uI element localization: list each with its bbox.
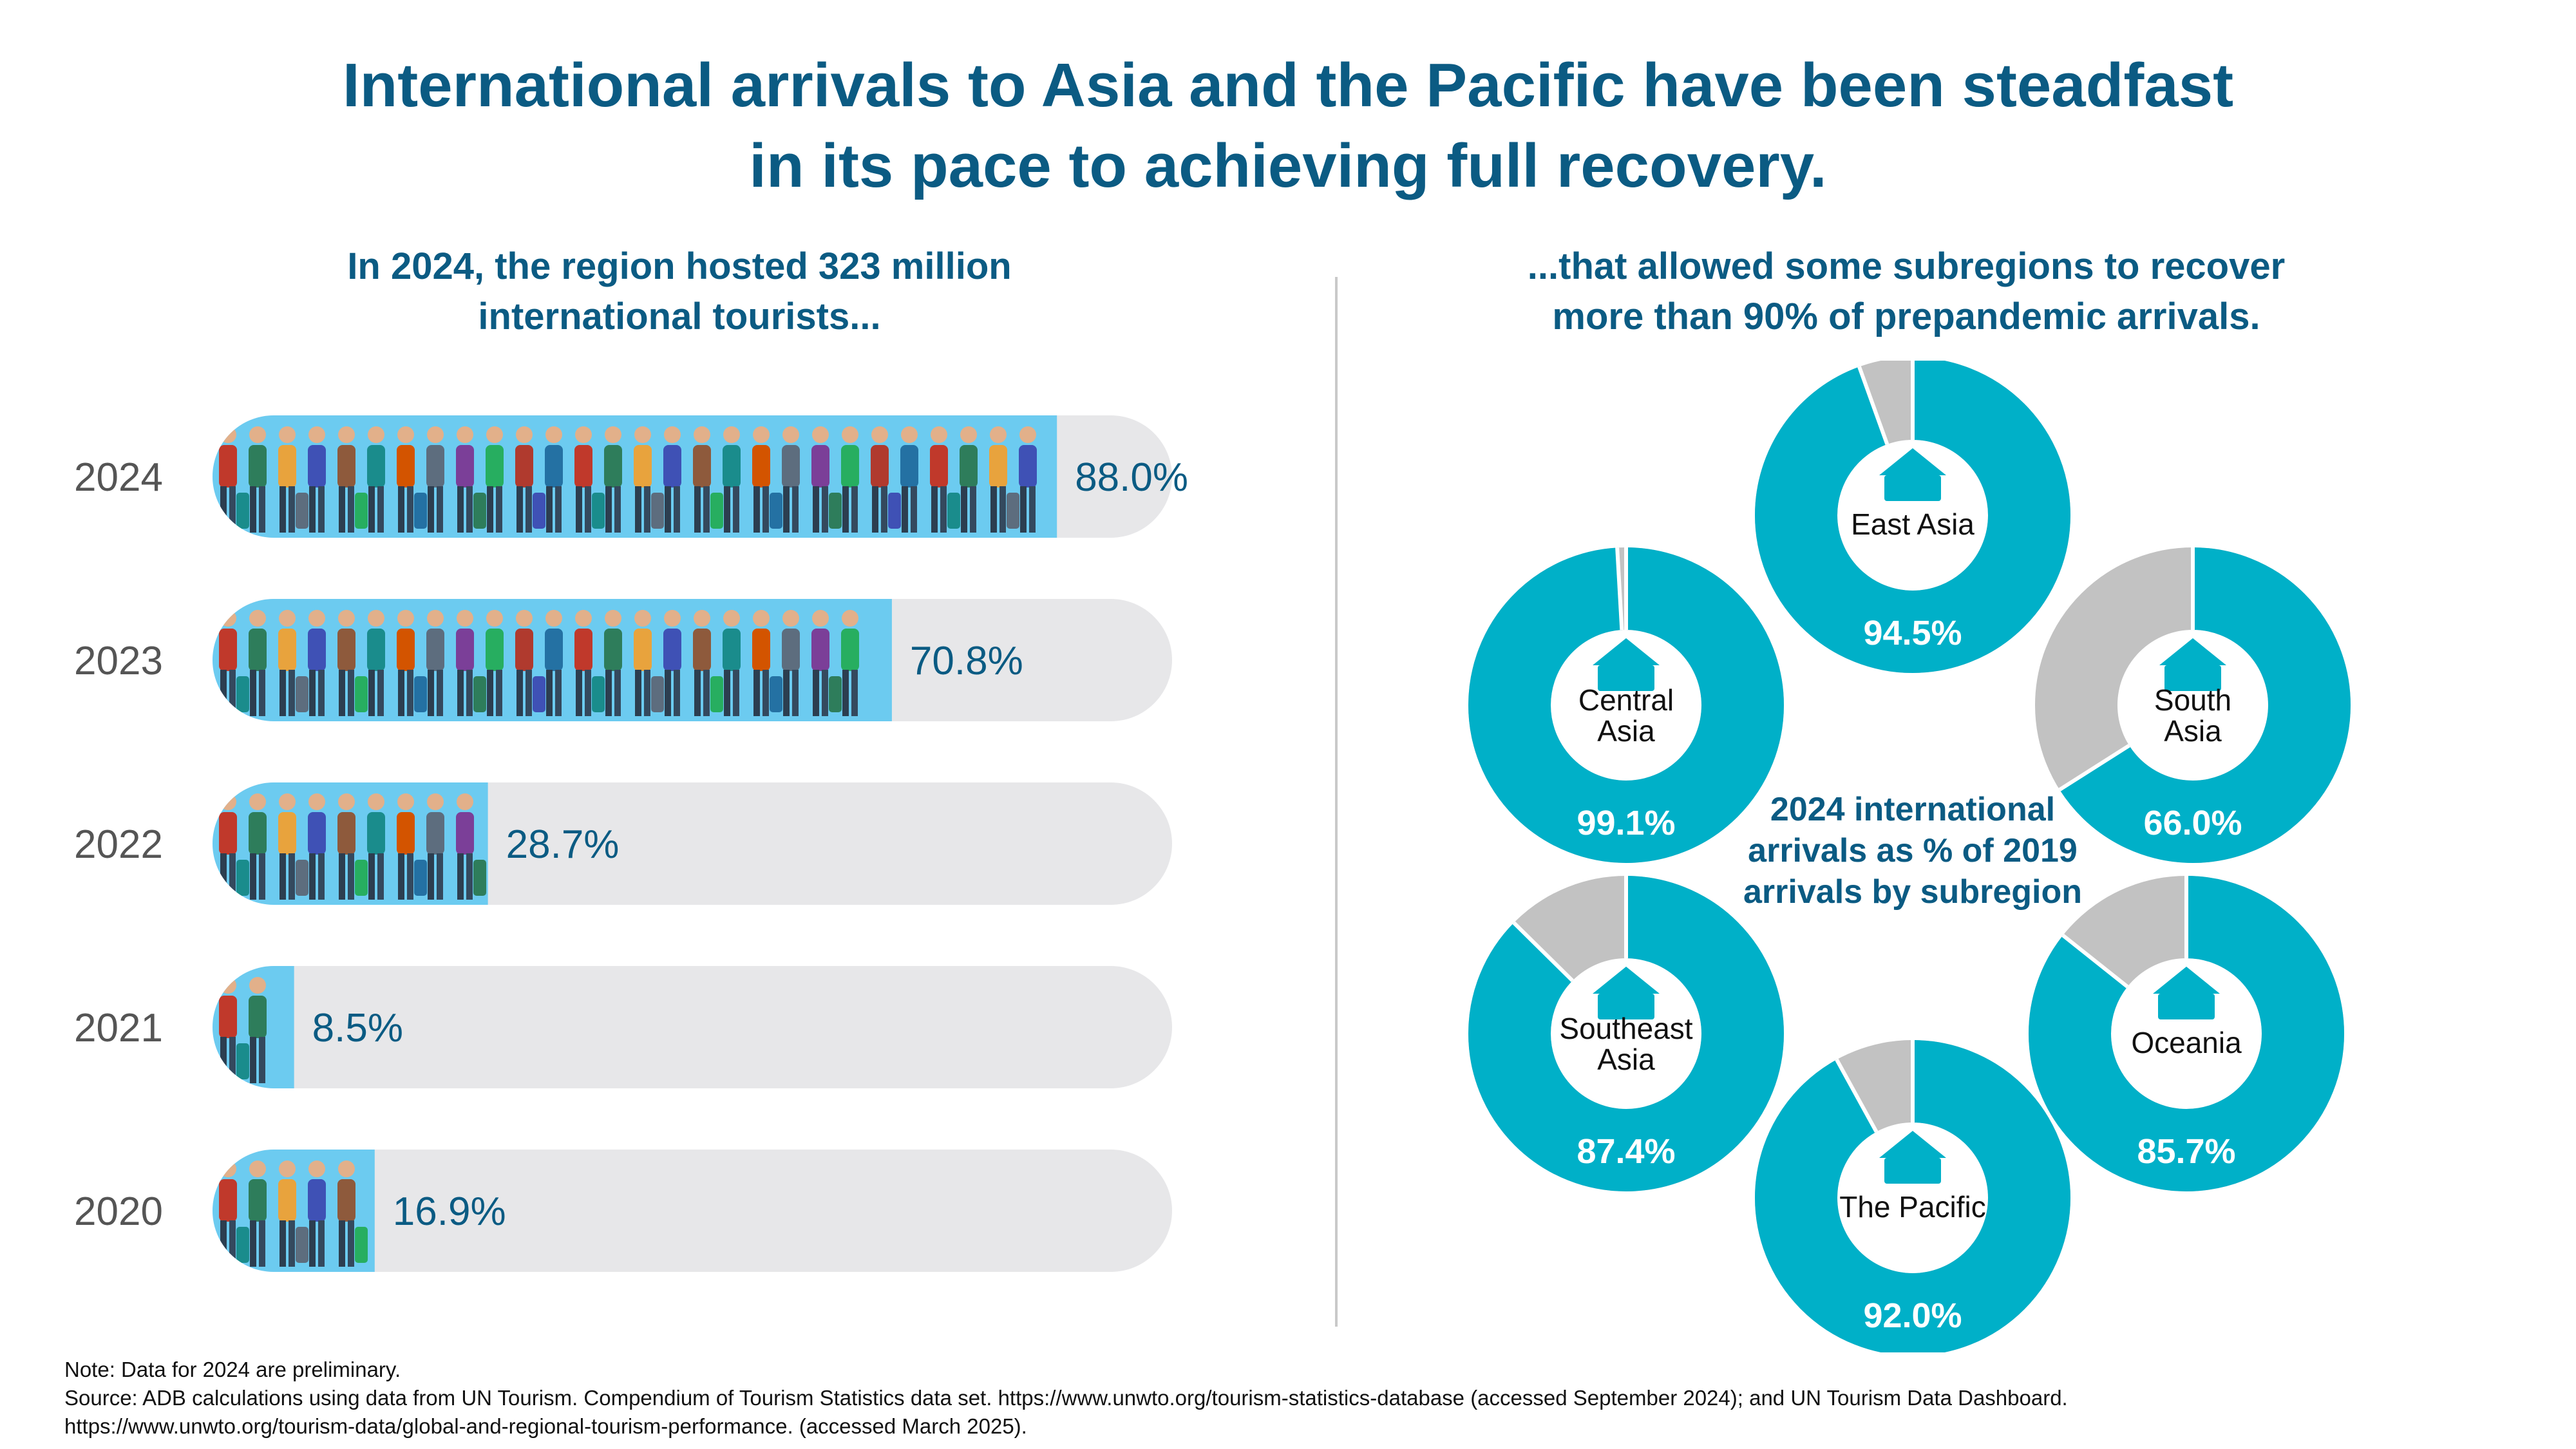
bar-value-label: 28.7%: [506, 822, 620, 867]
pagoda-icon: [1879, 448, 1946, 501]
bar-value-label: 8.5%: [312, 1006, 403, 1050]
center-label-line-3: arrivals by subregion: [1743, 873, 2082, 911]
left-subtitle-line-1: In 2024, the region hosted 323 million: [347, 245, 1012, 287]
title-line-1: International arrivals to Asia and the P…: [342, 51, 2234, 120]
bar-row-2024: 2024 88.0%: [74, 415, 1188, 538]
donut-the-pacific: The Pacific 92.0%: [1755, 1040, 2070, 1352]
donut-category-label: The Pacific: [1839, 1190, 1986, 1224]
bar-row-2022: 2022 28.7%: [74, 782, 1172, 905]
donut-category-label: Oceania: [2131, 1026, 2242, 1059]
source-text-1: Source: ADB calculations using data from…: [64, 1386, 2068, 1410]
donut-value-label: 99.1%: [1577, 804, 1675, 842]
bar-value-label: 70.8%: [910, 639, 1023, 683]
traveler-illustration: [219, 426, 1037, 533]
panel-divider: [1335, 277, 1338, 1327]
opera-house-icon: [2153, 967, 2220, 1019]
source-text-2: https://www.unwto.org/tourism-data/globa…: [64, 1414, 1027, 1438]
bar-year-label: 2022: [74, 822, 163, 867]
donut-category-label: Central: [1578, 683, 1674, 717]
donut-value-label: 85.7%: [2137, 1132, 2235, 1171]
traveler-illustration: [219, 610, 859, 716]
main-title: International arrivals to Asia and the P…: [0, 45, 2576, 206]
note-text: Note: Data for 2024 are preliminary.: [64, 1358, 401, 1381]
center-label-line-1: 2024 international: [1770, 791, 2056, 828]
donut-category-label: South: [2154, 683, 2231, 717]
donut-value-label: 94.5%: [1863, 614, 1962, 652]
bar-track: [213, 1150, 1172, 1272]
left-subtitle: In 2024, the region hosted 323 million i…: [245, 242, 1114, 342]
bar-year-label: 2024: [74, 455, 163, 500]
donut-oceania: Oceania 85.7%: [2029, 876, 2344, 1191]
footnote: Note: Data for 2024 are preliminary. Sou…: [64, 1356, 2512, 1441]
bar-year-label: 2023: [74, 639, 163, 683]
traveler-illustration: [219, 793, 486, 900]
bar-value-label: 16.9%: [393, 1189, 506, 1234]
donut-value-label: 66.0%: [2143, 804, 2242, 842]
donut-value-label: 87.4%: [1577, 1132, 1675, 1171]
bar-year-label: 2021: [74, 1006, 163, 1050]
left-subtitle-line-2: international tourists...: [478, 296, 881, 337]
bar-row-2023: 2023 70.8%: [74, 599, 1172, 721]
bar-year-label: 2020: [74, 1189, 163, 1234]
subregion-donut-charts: East Asia94.5%CentralAsia99.1%SouthAsia6…: [1468, 361, 2351, 1352]
arrivals-bar-chart: 2024 88.0% 2023 70.8% 2022 28.7% 2021 8.5% 2020 1…: [74, 415, 1188, 1272]
mosque-icon: [1593, 638, 1660, 691]
right-subtitle-line-1: ...that allowed some subregions to recov…: [1527, 245, 2286, 287]
right-subtitle: ...that allowed some subregions to recov…: [1404, 242, 2409, 342]
taj-mahal-icon: [2159, 638, 2226, 691]
bar-value-label: 88.0%: [1075, 455, 1188, 500]
traveler-illustration: [219, 1160, 368, 1267]
bar-row-2020: 2020 16.9%: [74, 1150, 1172, 1272]
title-line-2: in its pace to achieving full recovery.: [749, 131, 1827, 200]
bar-track: [213, 966, 1172, 1088]
center-label-line-2: arrivals as % of 2019: [1748, 832, 2078, 869]
merlion-icon: [1593, 967, 1660, 1019]
donut-category-label: Southeast: [1559, 1012, 1692, 1045]
donut-value-label: 92.0%: [1863, 1296, 1962, 1335]
donut-category-label: Asia: [1597, 714, 1655, 748]
donut-east-asia: East Asia 94.5%: [1755, 361, 2070, 673]
tiki-icon: [1879, 1131, 1946, 1184]
donut-category-label: Asia: [2164, 714, 2222, 748]
donut-category-label: East Asia: [1851, 507, 1975, 541]
bar-row-2021: 2021 8.5%: [74, 966, 1172, 1088]
donut-category-label: Asia: [1597, 1043, 1655, 1076]
donut-center-label: 2024 international arrivals as % of 2019…: [1700, 789, 2125, 913]
right-subtitle-line-2: more than 90% of prepandemic arrivals.: [1552, 296, 2260, 337]
